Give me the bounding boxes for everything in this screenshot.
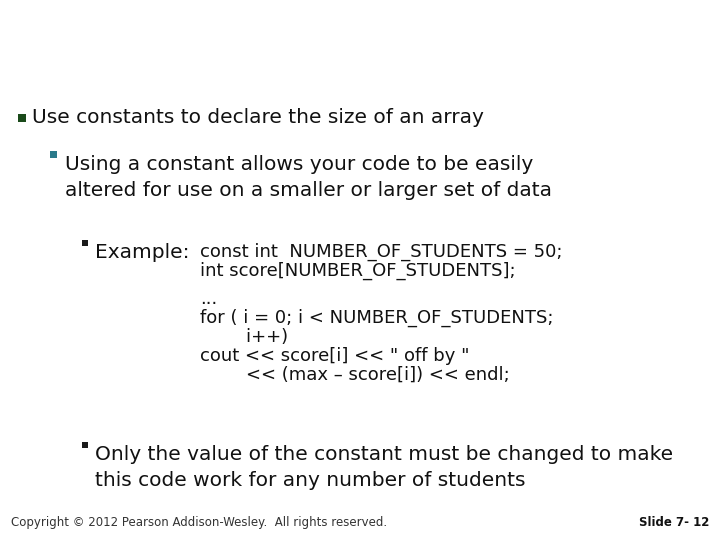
Text: cout << score[i] << " off by ": cout << score[i] << " off by " bbox=[200, 347, 469, 365]
Text: i++): i++) bbox=[200, 328, 288, 346]
Text: ...: ... bbox=[200, 290, 217, 308]
Bar bbox=[82, 442, 88, 448]
Text: const int  NUMBER_OF_STUDENTS = 50;: const int NUMBER_OF_STUDENTS = 50; bbox=[200, 243, 562, 261]
Text: int score[NUMBER_OF_STUDENTS];: int score[NUMBER_OF_STUDENTS]; bbox=[200, 262, 516, 280]
Text: Constants and Arrays: Constants and Arrays bbox=[19, 32, 348, 61]
Bar bbox=[18, 114, 26, 122]
Text: Example:: Example: bbox=[95, 243, 189, 262]
Bar bbox=[82, 240, 88, 246]
Text: << (max – score[i]) << endl;: << (max – score[i]) << endl; bbox=[200, 366, 510, 384]
Text: Slide 7- 12: Slide 7- 12 bbox=[639, 516, 709, 529]
Text: Only the value of the constant must be changed to make
this code work for any nu: Only the value of the constant must be c… bbox=[95, 445, 673, 490]
Text: Using a constant allows your code to be easily
altered for use on a smaller or l: Using a constant allows your code to be … bbox=[65, 155, 552, 200]
Text: Use constants to declare the size of an array: Use constants to declare the size of an … bbox=[32, 109, 484, 127]
Text: Copyright © 2012 Pearson Addison-Wesley.  All rights reserved.: Copyright © 2012 Pearson Addison-Wesley.… bbox=[11, 516, 387, 529]
Bar bbox=[50, 151, 57, 158]
Text: for ( i = 0; i < NUMBER_OF_STUDENTS;: for ( i = 0; i < NUMBER_OF_STUDENTS; bbox=[200, 309, 554, 327]
